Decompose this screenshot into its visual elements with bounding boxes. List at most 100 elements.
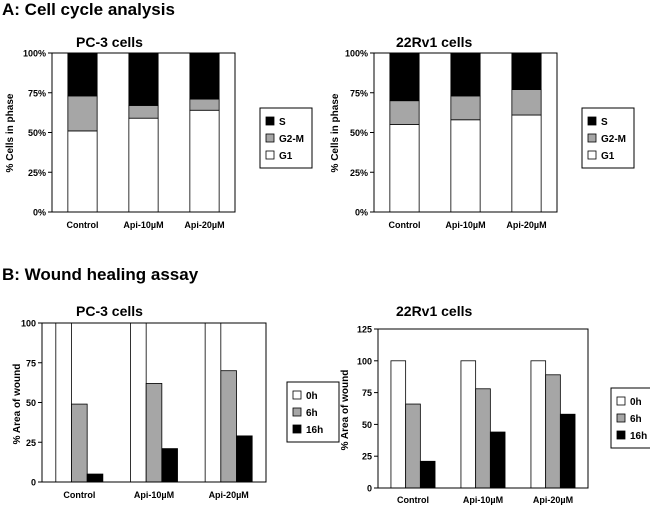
bar-16h-3 — [559, 413, 576, 489]
bar-s-3 — [189, 52, 220, 100]
bar-6h-1 — [71, 403, 88, 483]
bar-s-1 — [389, 52, 420, 102]
x-tick-label: Control — [389, 220, 421, 230]
x-tick-label: Control — [397, 495, 429, 505]
y-tick-label: 75 — [362, 388, 372, 398]
plot-area — [41, 322, 267, 483]
y-tick-label: 50 — [362, 420, 372, 430]
bar-g2-m-1 — [389, 100, 420, 125]
legend-label: G2-M — [279, 134, 304, 145]
bar-0h-3 — [530, 360, 547, 489]
y-tick-label: 25% — [28, 168, 46, 178]
y-tick-label: 25% — [350, 168, 368, 178]
legend-swatch — [616, 413, 626, 423]
x-tick-label: Api-10µM — [123, 220, 163, 230]
x-tick-label: Api-20µM — [184, 220, 224, 230]
bar-16h-1 — [419, 460, 436, 489]
bar-s-3 — [511, 52, 542, 90]
bar-0h-3 — [204, 322, 222, 483]
legend-label: 16h — [306, 425, 323, 436]
bar-g1-3 — [189, 109, 220, 213]
charts: PC-3 cells % Cells in phase 0% 25% 50% 75% 100… — [5, 34, 650, 505]
plot-area — [373, 52, 558, 213]
y-tick-label: 100% — [23, 49, 46, 59]
x-tick-label: Control — [67, 220, 99, 230]
y-tick-label: 75 — [26, 358, 36, 368]
legend-swatch — [587, 116, 597, 126]
chart-title: 22Rv1 cells — [396, 303, 472, 319]
legend-swatch — [265, 133, 275, 143]
legend-swatch — [616, 430, 626, 440]
x-tick-label: Api-20µM — [506, 220, 546, 230]
bar-6h-3 — [545, 374, 561, 489]
y-tick-label: 0 — [31, 478, 36, 488]
y-tick-label: 0% — [355, 208, 368, 218]
y-tick-label: 25 — [26, 438, 36, 448]
bar-g2-m-3 — [189, 98, 220, 111]
bar-g2-m-3 — [511, 89, 542, 116]
chart-a1: PC-3 cells % Cells in phase 0% 25% 50% 75% 100… — [5, 34, 313, 230]
legend-label: S — [601, 117, 608, 128]
y-tick-label: 100 — [357, 356, 372, 366]
bar-0h-1 — [390, 360, 407, 489]
bar-g1-1 — [67, 130, 98, 213]
legend-swatch — [292, 424, 302, 434]
bar-g1-1 — [389, 124, 420, 213]
chart-title: 22Rv1 cells — [396, 34, 472, 50]
bar-16h-2 — [489, 431, 506, 489]
legend-label: S — [279, 117, 286, 128]
y-tick-label: 100% — [345, 49, 368, 59]
bar-g2-m-1 — [67, 95, 98, 132]
y-tick-label: 50% — [28, 128, 46, 138]
plot-area — [51, 52, 236, 213]
legend-label: 0h — [306, 391, 318, 402]
y-tick-label: 100 — [21, 319, 36, 329]
chart-title: PC-3 cells — [76, 34, 143, 50]
bar-16h-1 — [86, 473, 104, 483]
x-tick-label: Api-10µM — [445, 220, 485, 230]
bar-0h-1 — [55, 322, 72, 483]
y-tick-label: 50% — [350, 128, 368, 138]
chart-b1: PC-3 cells % Area of wound 0 25 50 75 100 Contr… — [12, 303, 340, 500]
y-axis-label: % Area of wound — [12, 364, 23, 445]
section-b-title: B: Wound healing assay — [2, 265, 199, 284]
y-tick-label: 75% — [350, 88, 368, 98]
x-tick-label: Api-20µM — [533, 495, 573, 505]
legend-swatch — [265, 150, 275, 160]
x-tick-label: Api-10µM — [134, 490, 174, 500]
legend-label: 0h — [630, 397, 642, 408]
bar-6h-2 — [475, 388, 491, 489]
bar-g2-m-2 — [128, 105, 159, 119]
plot-area — [377, 328, 589, 489]
y-axis-label: % Cells in phase — [330, 93, 341, 172]
legend-swatch — [265, 116, 275, 126]
bar-s-2 — [128, 52, 159, 106]
y-tick-label: 75% — [28, 88, 46, 98]
bar-0h-2 — [130, 322, 147, 483]
bar-s-2 — [450, 52, 481, 97]
legend-label: G1 — [601, 151, 615, 162]
bar-6h-3 — [220, 370, 237, 483]
bar-s-1 — [67, 52, 98, 97]
legend-swatch — [292, 390, 302, 400]
legend-label: 16h — [630, 431, 647, 442]
bar-16h-2 — [161, 448, 178, 483]
legend-swatch — [292, 407, 302, 417]
x-tick-label: Api-20µM — [209, 490, 249, 500]
y-tick-label: 50 — [26, 398, 36, 408]
bar-g1-2 — [128, 117, 159, 213]
bar-g2-m-2 — [450, 95, 481, 121]
y-tick-label: 25 — [362, 452, 372, 462]
bar-0h-2 — [460, 360, 477, 489]
y-axis-label: % Cells in phase — [5, 93, 16, 172]
legend-swatch — [587, 133, 597, 143]
section-a-title: A: Cell cycle analysis — [2, 0, 175, 19]
y-axis-label: % Area of wound — [340, 370, 351, 451]
legend-label: G2-M — [601, 134, 626, 145]
bar-16h-3 — [236, 435, 253, 483]
bar-6h-2 — [145, 383, 163, 483]
legend-label: 6h — [630, 414, 642, 425]
legend-label: 6h — [306, 408, 318, 419]
x-tick-label: Control — [63, 490, 95, 500]
